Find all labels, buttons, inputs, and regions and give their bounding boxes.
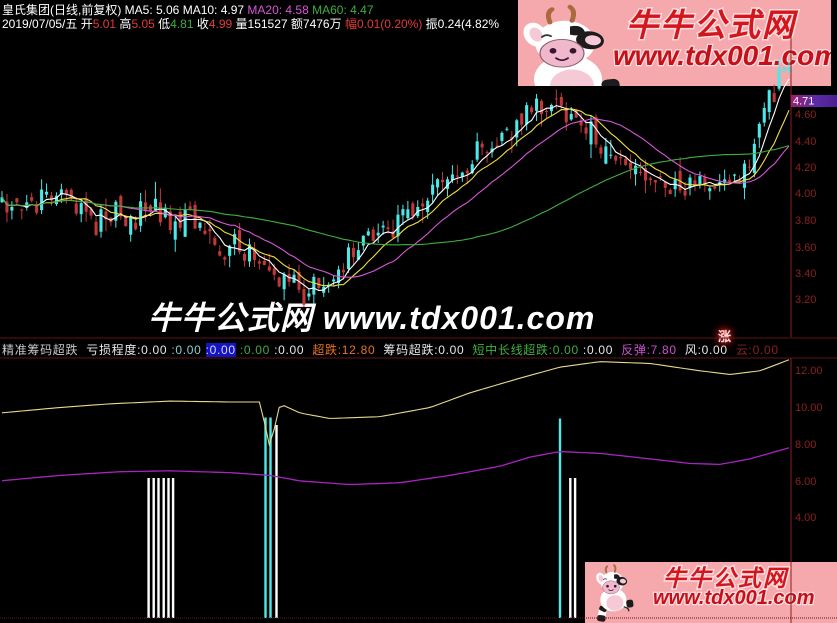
svg-text:4.20: 4.20 [795,162,816,174]
svg-text:8.00: 8.00 [795,439,816,451]
svg-text:6.00: 6.00 [795,476,816,488]
svg-text:4.00: 4.00 [795,188,816,200]
svg-text:3.20: 3.20 [795,294,816,306]
svg-text:3.40: 3.40 [795,268,816,280]
svg-text:3.80: 3.80 [795,215,816,227]
svg-text:4.71: 4.71 [793,96,814,108]
svg-text:4.60: 4.60 [795,109,816,121]
svg-text:4.40: 4.40 [795,136,816,148]
svg-text:4.00: 4.00 [795,512,816,524]
svg-text:3.60: 3.60 [795,242,816,254]
svg-text:12.00: 12.00 [795,365,823,377]
svg-text:10.00: 10.00 [795,402,823,414]
